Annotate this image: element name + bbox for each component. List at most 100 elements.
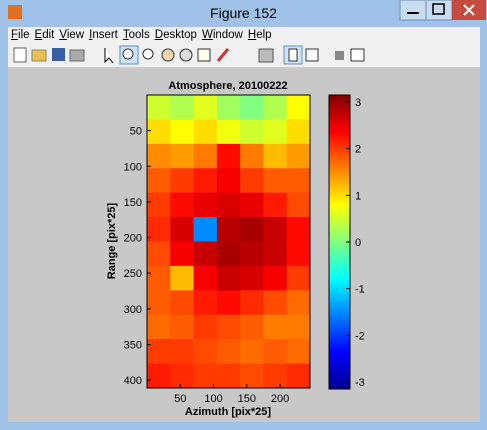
heatmap-cell bbox=[194, 315, 218, 340]
heatmap-cell bbox=[287, 95, 311, 120]
heatmap-cell bbox=[240, 217, 264, 242]
heatmap-cell bbox=[240, 266, 264, 291]
heatmap-cell bbox=[217, 168, 241, 193]
heatmap-cell bbox=[170, 217, 194, 242]
heatmap-cell bbox=[263, 168, 287, 193]
heatmap-cell bbox=[263, 217, 287, 242]
heatmap-cell bbox=[240, 242, 264, 267]
heatmap-cell bbox=[240, 144, 264, 169]
y-tick-label: 350 bbox=[124, 340, 142, 352]
heatmap-cell bbox=[194, 168, 218, 193]
heatmap-cell bbox=[170, 144, 194, 169]
heatmap-cell bbox=[147, 119, 171, 144]
heatmap-cell bbox=[147, 266, 171, 291]
heatmap-cell bbox=[217, 364, 241, 389]
y-tick-label: 300 bbox=[124, 304, 142, 316]
colorbar-tick-label: 1 bbox=[355, 190, 361, 202]
heatmap-cell bbox=[217, 119, 241, 144]
chart-title: Atmosphere, 20100222 bbox=[168, 80, 287, 92]
heatmap-cell bbox=[147, 315, 171, 340]
y-tick-label: 400 bbox=[124, 375, 142, 387]
window: Figure 152 FileEditViewInsertToolsDeskto… bbox=[0, 0, 487, 430]
heatmap-cell bbox=[147, 364, 171, 389]
heatmap-cell bbox=[263, 364, 287, 389]
heatmap-cell bbox=[287, 193, 311, 218]
heatmap-cell bbox=[147, 217, 171, 242]
plot: Atmosphere, 20100222 Azimuth [pix*25] Ra… bbox=[0, 0, 487, 430]
colorbar-tick-label: 0 bbox=[355, 237, 361, 249]
x-tick-label: 200 bbox=[271, 393, 289, 405]
heatmap-cell bbox=[287, 119, 311, 144]
heatmap-cell bbox=[287, 315, 311, 340]
y-tick-label: 100 bbox=[124, 161, 142, 173]
heatmap-cell bbox=[240, 339, 264, 364]
heatmap-cell bbox=[194, 242, 218, 267]
heatmap-cell bbox=[287, 242, 311, 267]
heatmap-cell bbox=[263, 290, 287, 315]
heatmap-cell bbox=[194, 266, 218, 291]
heatmap-cell bbox=[240, 290, 264, 315]
heatmap-cell bbox=[147, 193, 171, 218]
heatmap-cell bbox=[147, 144, 171, 169]
heatmap-cell bbox=[240, 95, 264, 120]
heatmap-cell bbox=[263, 339, 287, 364]
heatmap-cell bbox=[240, 168, 264, 193]
heatmap-cell bbox=[170, 242, 194, 267]
heatmap-cell bbox=[147, 168, 171, 193]
heatmap-cell bbox=[287, 290, 311, 315]
heatmap-cell bbox=[194, 144, 218, 169]
heatmap-cell bbox=[147, 95, 171, 120]
heatmap-cell bbox=[194, 119, 218, 144]
colorbar-tick-label: -1 bbox=[355, 284, 365, 296]
heatmap-cell bbox=[194, 217, 218, 242]
y-tick-label: 50 bbox=[130, 126, 142, 138]
heatmap-cell bbox=[170, 315, 194, 340]
heatmap-cell bbox=[217, 242, 241, 267]
y-tick-label: 250 bbox=[124, 268, 142, 280]
heatmap-cell bbox=[147, 339, 171, 364]
colorbar-tick-label: 2 bbox=[355, 144, 361, 156]
x-axis-label: Azimuth [pix*25] bbox=[185, 406, 272, 418]
x-tick-label: 100 bbox=[204, 393, 222, 405]
x-tick-label: 50 bbox=[174, 393, 186, 405]
heatmap-cell bbox=[240, 315, 264, 340]
heatmap-cell bbox=[170, 168, 194, 193]
heatmap-cell bbox=[217, 217, 241, 242]
heatmap-cell bbox=[217, 339, 241, 364]
heatmap-cell bbox=[217, 315, 241, 340]
heatmap-cell bbox=[263, 119, 287, 144]
heatmap-cell bbox=[263, 315, 287, 340]
heatmap-cell bbox=[217, 266, 241, 291]
heatmap-cell bbox=[194, 193, 218, 218]
heatmap-cell bbox=[287, 168, 311, 193]
heatmap-cell bbox=[147, 290, 171, 315]
x-tick-label: 150 bbox=[238, 393, 256, 405]
heatmap-cell bbox=[194, 339, 218, 364]
heatmap-cell bbox=[263, 95, 287, 120]
heatmap-cell bbox=[263, 242, 287, 267]
heatmap-cell bbox=[240, 119, 264, 144]
heatmap-cell bbox=[287, 364, 311, 389]
colorbar-tick-label: -3 bbox=[355, 377, 365, 389]
heatmap-cell bbox=[170, 95, 194, 120]
heatmap-cell bbox=[170, 193, 194, 218]
heatmap-cell bbox=[287, 266, 311, 291]
heatmap-cell bbox=[263, 193, 287, 218]
heatmap-cell bbox=[170, 290, 194, 315]
heatmap-cell bbox=[217, 290, 241, 315]
heatmap-cell bbox=[194, 290, 218, 315]
heatmap-cell bbox=[217, 193, 241, 218]
heatmap-cell bbox=[287, 144, 311, 169]
heatmap-cell bbox=[263, 144, 287, 169]
heatmap-cell bbox=[147, 242, 171, 267]
heatmap-cell bbox=[170, 119, 194, 144]
heatmap-cell bbox=[217, 144, 241, 169]
y-tick-label: 200 bbox=[124, 233, 142, 245]
colorbar-tick-label: -2 bbox=[355, 330, 365, 342]
heatmap-cell bbox=[217, 95, 241, 120]
y-axis-label: Range [pix*25] bbox=[106, 202, 118, 279]
colorbar-tick-label: 3 bbox=[355, 97, 361, 109]
heatmap-cell bbox=[194, 95, 218, 120]
heatmap-cell bbox=[170, 364, 194, 389]
y-tick-label: 150 bbox=[124, 197, 142, 209]
